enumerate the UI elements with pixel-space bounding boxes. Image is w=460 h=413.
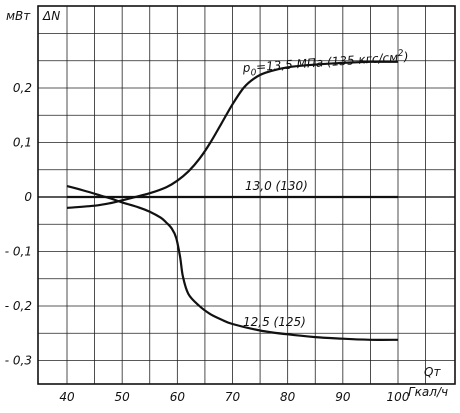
- series-lines: [66, 60, 399, 341]
- x-unit-label: Гкал/ч: [408, 385, 448, 399]
- axes: [37, 5, 456, 385]
- series-label-12-5: 12,5 (125): [243, 315, 306, 329]
- y-axis-title: ΔN: [42, 9, 60, 23]
- plot-frame: [37, 5, 456, 385]
- y-tick-label: - 0,2: [5, 299, 32, 313]
- x-tick-label: 60: [170, 390, 186, 404]
- x-tick-label: 40: [59, 390, 75, 404]
- x-tick-label: 100: [387, 390, 410, 404]
- y-tick-label: 0: [24, 190, 32, 204]
- series-label-13-0: 13,0 (130): [245, 179, 308, 193]
- series-label-13-5: p0=13,5 МПа (135 кгс/см2): [241, 48, 409, 79]
- series-line-12-5: [66, 185, 399, 341]
- x-tick-label: 90: [335, 390, 351, 404]
- x-axis-title: Qт: [424, 365, 441, 379]
- x-tick-label: 70: [225, 390, 241, 404]
- y-tick-label: - 0,1: [5, 245, 32, 259]
- x-tick-label: 80: [280, 390, 296, 404]
- grid: [38, 6, 455, 384]
- y-unit-label: мВт: [6, 9, 31, 23]
- x-tick-label: 50: [115, 390, 131, 404]
- series-line-13-5: [66, 60, 399, 209]
- y-tick-label: 0,1: [13, 136, 32, 150]
- y-tick-label: 0,2: [13, 81, 32, 95]
- y-tick-label: - 0,3: [5, 354, 32, 368]
